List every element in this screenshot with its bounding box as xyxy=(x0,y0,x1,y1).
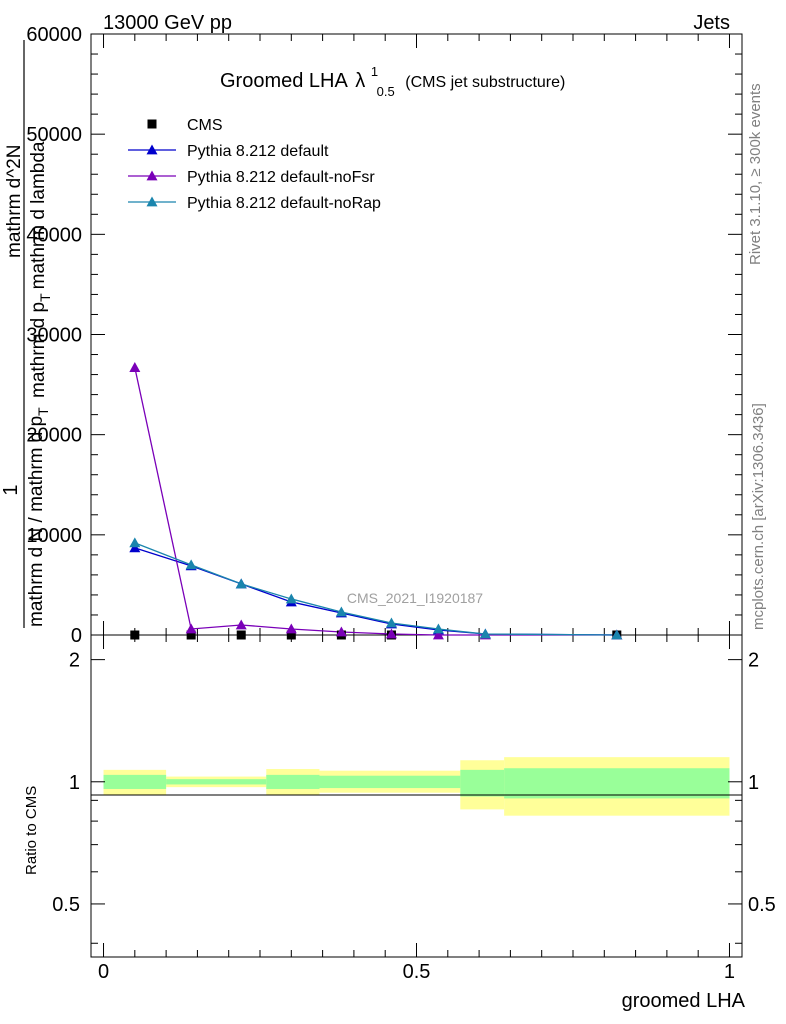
cms-data-point xyxy=(130,630,140,640)
ratio-ytick-label: 1 xyxy=(69,772,80,794)
ylabel-numerator2-dl: mathrm d lambda xyxy=(28,141,49,289)
legend-marker xyxy=(146,170,158,181)
ratio-ylabel: Ratio to CMS xyxy=(23,786,40,875)
legend-label: Pythia 8.212 default-noRap xyxy=(187,195,381,212)
ratio-band-green xyxy=(319,775,461,789)
plot-title: Groomed LHA λ 1 0.5 (CMS jet substructur… xyxy=(220,59,565,101)
main-ytick-label: 60000 xyxy=(26,24,82,46)
series-point xyxy=(129,537,141,548)
ratio-band-green xyxy=(504,768,730,799)
ylabel-numerator: mathrm d^2N xyxy=(4,145,25,258)
legend: CMS Pythia 8.212 default Pythia 8.212 defa… xyxy=(128,117,381,212)
series-point xyxy=(335,626,347,637)
x-axis-label: groomed LHA xyxy=(622,990,746,1012)
ratio-ytick-label-right: 0.5 xyxy=(748,894,776,916)
series-point xyxy=(385,617,397,628)
ylabel-numerator-2: mathrm d pTmathrm d lambda xyxy=(28,141,53,398)
series-point xyxy=(185,559,197,570)
ratio-band-green xyxy=(266,774,320,789)
series-point xyxy=(385,628,397,639)
series-point xyxy=(611,629,623,640)
main-ytick-label: 50000 xyxy=(26,124,82,146)
series-point xyxy=(335,606,347,617)
series-point xyxy=(235,619,247,630)
main-ytick-labels: 0 10000 20000 30000 40000 50000 60000 xyxy=(26,24,82,647)
cms-data-point xyxy=(186,630,196,640)
ratio-band-green xyxy=(103,774,167,789)
ylabel-one: 1 xyxy=(0,484,22,495)
ylabel-denominator: mathrm d N / mathrm d pT xyxy=(26,407,51,627)
main-ytick-label: 20000 xyxy=(26,425,82,447)
header-energy: 13000 GeV pp xyxy=(103,12,232,34)
ratio-band-green xyxy=(166,779,267,785)
mcplots-label: mcplots.cern.ch [arXiv:1306.3436] xyxy=(750,403,767,630)
xtick-labels: 0 0.5 1 xyxy=(98,961,735,983)
cms-data-point xyxy=(286,630,296,640)
legend-marker xyxy=(147,119,157,129)
rivet-label: Rivet 3.1.10, ≥ 300k events xyxy=(747,83,764,265)
xtick-label: 1 xyxy=(724,961,735,983)
ratio-ytick-label-right: 2 xyxy=(748,650,759,672)
series-point xyxy=(129,542,141,553)
xtick-label: 0.5 xyxy=(403,961,431,983)
ylabel-numerator-main: mathrm d^2N xyxy=(4,145,25,258)
plot-title-main: Groomed LHA xyxy=(220,70,348,92)
series-point xyxy=(479,628,491,639)
series-layer xyxy=(129,362,623,640)
legend-marker xyxy=(146,144,158,155)
xtick-label: 0 xyxy=(98,961,109,983)
ylabel-denominator-sub: T xyxy=(35,407,51,416)
plot-title-sup: 1 xyxy=(371,64,378,79)
series-point xyxy=(432,623,444,634)
legend-label: CMS xyxy=(187,117,223,134)
main-ylabel: 1 mathrm d N / mathrm d pT mathrm d^2N m… xyxy=(0,40,53,628)
series-point xyxy=(285,623,297,634)
series-point xyxy=(285,593,297,604)
ylabel-numerator2-sub: T xyxy=(37,293,53,302)
cms-data-point xyxy=(236,630,246,640)
plot-title-sub: 0.5 xyxy=(377,84,395,99)
ratio-ytick-label-right: 1 xyxy=(748,772,759,794)
header-process: Jets xyxy=(693,12,730,34)
main-ytick-label: 10000 xyxy=(26,525,82,547)
ratio-ytick-label: 2 xyxy=(69,650,80,672)
plot-title-note: (CMS jet substructure) xyxy=(405,74,565,91)
legend-label: Pythia 8.212 default-noFsr xyxy=(187,169,375,186)
ylabel-numerator2-dp: mathrm d p xyxy=(28,302,49,398)
plot-title-symbol: λ xyxy=(355,70,365,92)
series-point xyxy=(432,629,444,640)
main-ytick-label: 30000 xyxy=(26,325,82,347)
series-point xyxy=(235,578,247,589)
ratio-ytick-label: 0.5 xyxy=(52,894,80,916)
ylabel-denominator-main: mathrm d N / mathrm d p xyxy=(26,416,47,627)
main-ticks xyxy=(91,33,742,636)
main-ytick-label: 40000 xyxy=(26,224,82,246)
series-point xyxy=(185,623,197,634)
ratio-bands xyxy=(103,757,730,816)
ratio-ytick-labels: 0.5 0.5 1 1 2 2 xyxy=(52,650,776,916)
series-point xyxy=(129,362,141,372)
main-ytick-label: 0 xyxy=(71,625,82,647)
analysis-watermark: CMS_2021_I1920187 xyxy=(347,590,483,606)
legend-label: Pythia 8.212 default xyxy=(187,143,329,160)
legend-marker xyxy=(146,196,158,207)
ratio-band-green xyxy=(460,769,505,797)
